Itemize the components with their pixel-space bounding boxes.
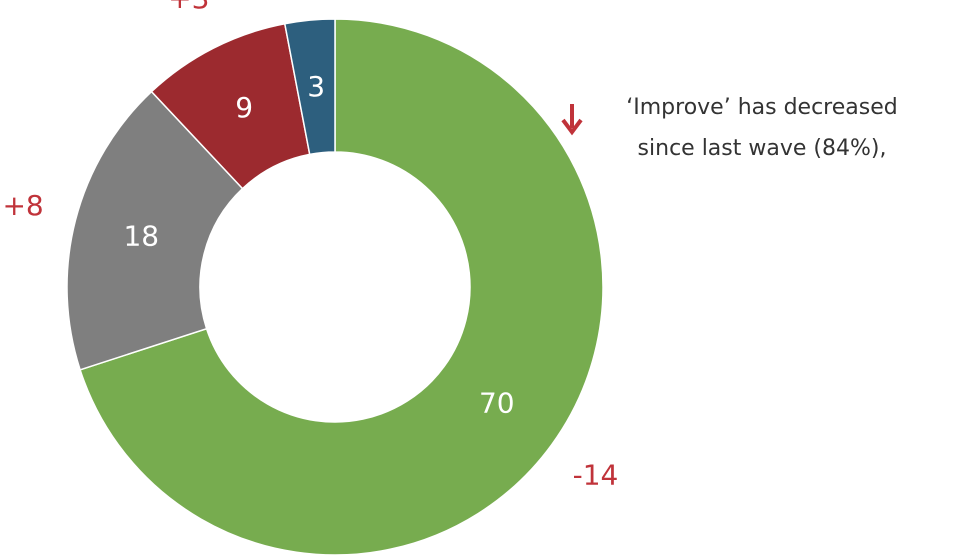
donut-slice xyxy=(66,90,244,371)
value-label: 70 xyxy=(479,387,515,420)
value-label: 9 xyxy=(235,91,253,124)
donut-slice xyxy=(283,18,336,156)
down-arrow xyxy=(561,104,583,136)
change-label: -14 xyxy=(573,458,619,491)
value-label: 18 xyxy=(123,219,159,252)
annotation-line: ‘Improve’ has decreased xyxy=(626,95,897,120)
annotation-line: since last wave (84%), xyxy=(638,136,887,161)
change-label: +8 xyxy=(2,189,43,222)
annotation: ‘Improve’ has decreased since last wave … xyxy=(561,95,898,161)
donut-slice xyxy=(79,18,604,556)
change-label: +3 xyxy=(168,0,209,15)
value-label: 3 xyxy=(307,70,325,103)
